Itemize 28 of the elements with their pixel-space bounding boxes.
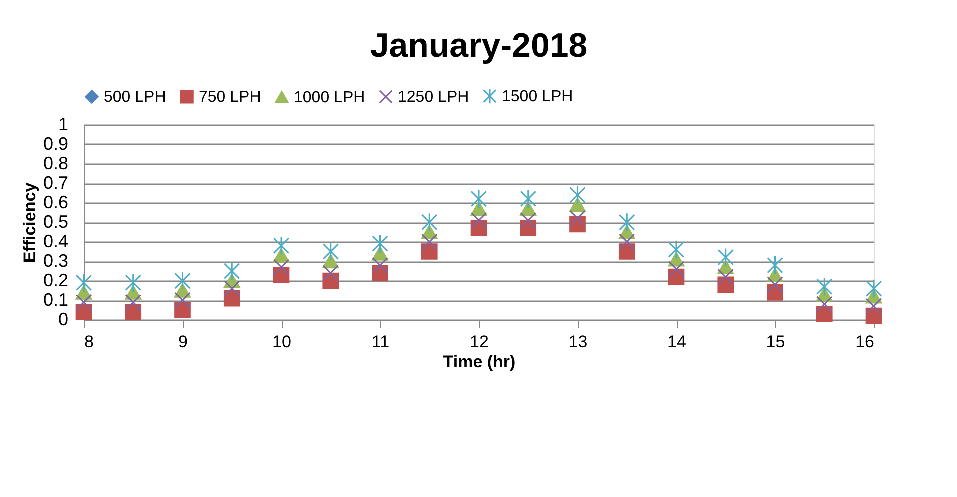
y-tick-label: 0.9 bbox=[43, 134, 68, 154]
y-tick-label: 0 bbox=[58, 310, 68, 330]
chart-title: January-2018 bbox=[370, 27, 588, 65]
x-tick-label: 12 bbox=[470, 332, 489, 352]
x-tick-label: 11 bbox=[372, 332, 390, 352]
x-tick-label: 14 bbox=[668, 332, 686, 352]
x-tick-label: 16 bbox=[856, 332, 874, 352]
y-tick-label: 0.3 bbox=[43, 251, 68, 271]
legend-label: 500 LPH bbox=[104, 88, 166, 106]
legend-label: 1500 LPH bbox=[502, 88, 574, 106]
legend-label: 750 LPH bbox=[199, 88, 262, 106]
y-axis-title: Efficiency bbox=[20, 182, 40, 264]
y-tick-label: 0.4 bbox=[43, 232, 68, 252]
y-tick-label: 0.6 bbox=[43, 192, 68, 212]
y-tick-label: 0.7 bbox=[43, 173, 68, 193]
x-tick-label: 13 bbox=[568, 332, 588, 352]
y-tick-label: 1 bbox=[58, 114, 68, 134]
x-tick-label: 8 bbox=[84, 332, 94, 352]
y-tick-label: 0.2 bbox=[43, 270, 68, 290]
x-tick-label: 10 bbox=[272, 332, 292, 352]
x-tick-label: 15 bbox=[766, 332, 786, 352]
legend-label: 1250 LPH bbox=[398, 88, 470, 106]
x-tick-label: 9 bbox=[178, 332, 188, 352]
x-axis-title: Time (hr) bbox=[443, 352, 516, 372]
y-tick-label: 0.5 bbox=[43, 212, 68, 232]
legend-label: 1000 LPH bbox=[294, 89, 366, 106]
y-tick-label: 0.1 bbox=[43, 290, 68, 310]
y-tick-label: 0.8 bbox=[43, 154, 68, 174]
